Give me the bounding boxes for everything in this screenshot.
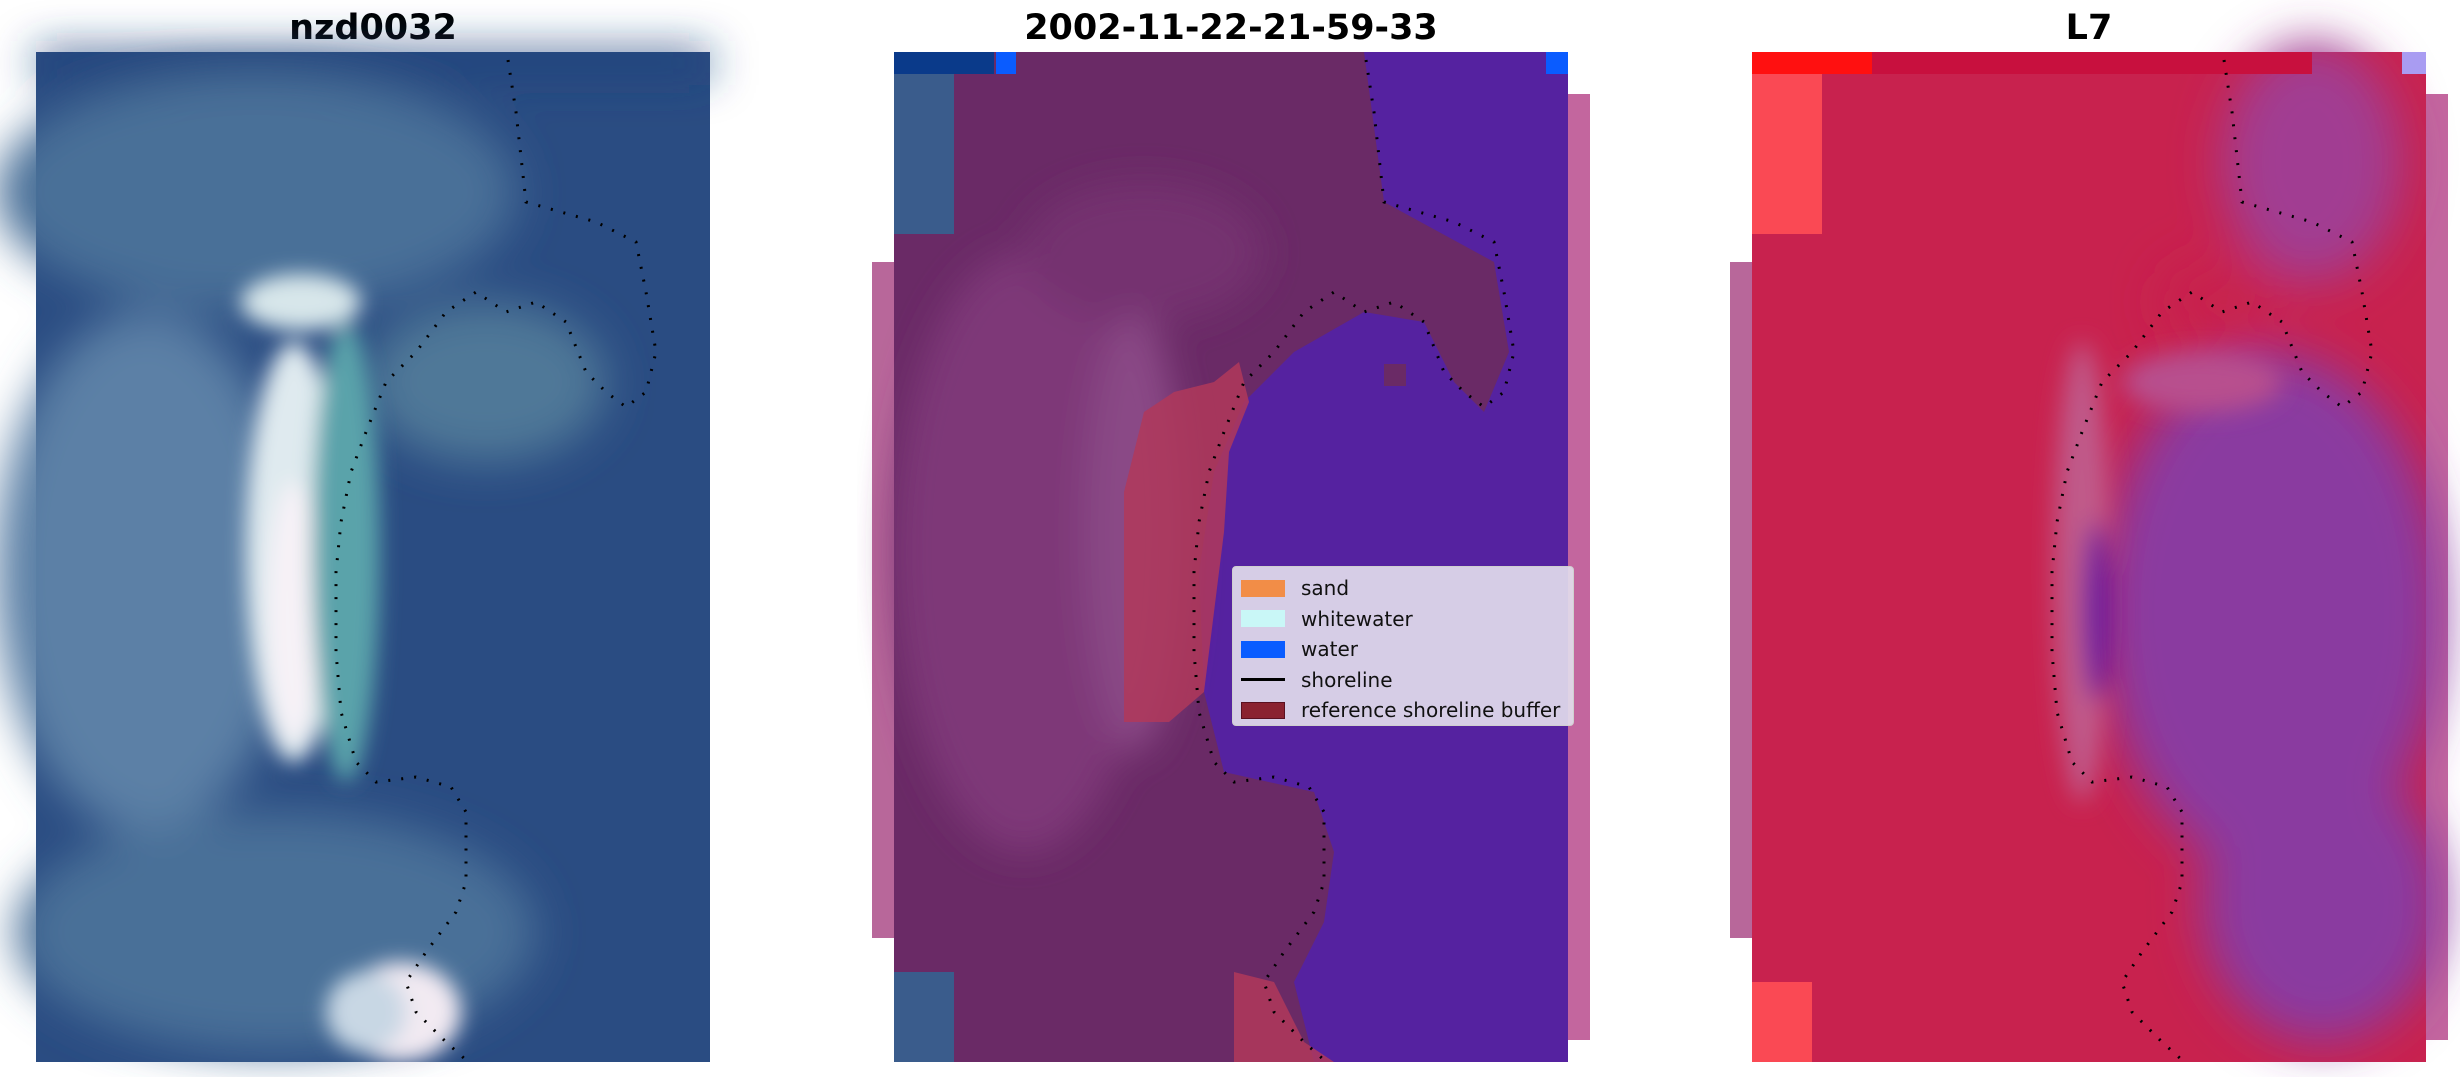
panel-title-rgb: nzd0032 <box>289 8 457 48</box>
index-hot-left <box>1752 74 1822 234</box>
panel-title-satellite: L7 <box>2065 8 2113 48</box>
water-corner-top <box>894 52 994 74</box>
panel-title-date: 2002-11-22-21-59-33 <box>1024 8 1438 48</box>
rgb-beach-whitewater <box>241 274 461 1062</box>
legend-swatch-buffer <box>1241 701 1285 719</box>
reference-buffer-bottom <box>1234 972 1334 1062</box>
legend-swatch-water <box>1241 640 1285 658</box>
legend-item-water: water <box>1241 634 1565 665</box>
water-pixel-top <box>996 52 1016 74</box>
legend-label: whitewater <box>1301 606 1413 631</box>
index-shore-band <box>2054 342 2282 802</box>
legend-line-shoreline <box>1241 678 1285 682</box>
index-pixel-right <box>2402 52 2426 74</box>
legend-item-sand: sand <box>1241 573 1565 604</box>
legend-swatch-sand <box>1241 579 1285 597</box>
legend-label: water <box>1301 637 1358 662</box>
buffer-strip-right <box>1568 94 1590 1040</box>
water-corner-bottom <box>894 972 954 1062</box>
legend-item-buffer: reference shoreline buffer <box>1241 695 1565 726</box>
legend: sand whitewater water shoreline referenc… <box>1232 566 1574 726</box>
land-pixel-isolated <box>1384 364 1406 386</box>
classification-panel <box>872 52 1590 1062</box>
legend-item-whitewater: whitewater <box>1241 604 1565 635</box>
index-hot-bottom <box>1752 982 1812 1062</box>
buffer-strip-left <box>872 262 894 938</box>
legend-item-shoreline: shoreline <box>1241 665 1565 696</box>
index-hot-top <box>1752 52 1872 74</box>
rgb-image-panel <box>0 52 710 1062</box>
legend-label: sand <box>1301 576 1350 601</box>
index-top-row <box>1872 52 2312 74</box>
buffer-strip-left <box>1730 262 1752 938</box>
index-panel <box>1730 42 2448 1062</box>
legend-label: shoreline <box>1301 667 1393 692</box>
index-water-region <box>2102 42 2442 1042</box>
legend-label: reference shoreline buffer <box>1301 698 1561 723</box>
water-pixel-right <box>1546 52 1568 74</box>
water-corner-left <box>894 74 954 234</box>
legend-swatch-whitewater <box>1241 610 1285 628</box>
reference-buffer-area <box>1124 362 1249 722</box>
